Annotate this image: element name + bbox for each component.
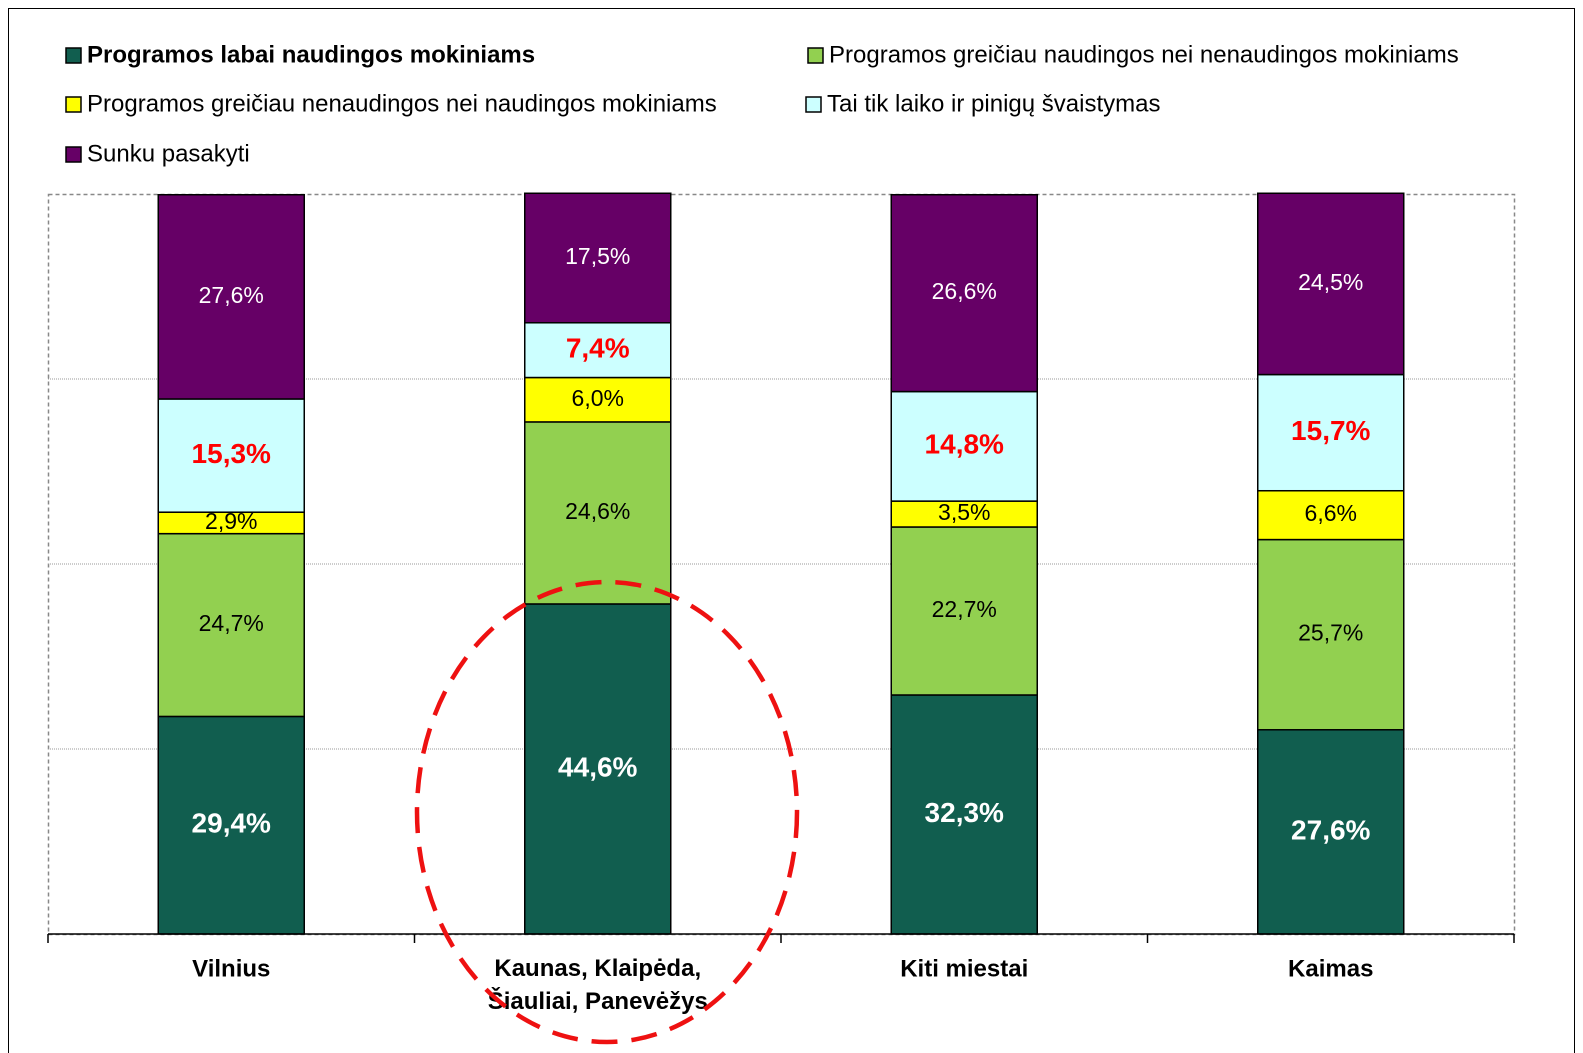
legend-swatch bbox=[65, 47, 82, 64]
value-label: 15,7% bbox=[1291, 415, 1370, 446]
x-tick-label-line: Šiauliai, Panevėžys bbox=[488, 987, 708, 1015]
value-label: 14,8% bbox=[925, 429, 1004, 460]
value-label: 25,7% bbox=[1298, 620, 1363, 646]
bar-segment bbox=[157, 532, 305, 718]
legend-swatch bbox=[65, 146, 82, 163]
bar-segment bbox=[524, 603, 672, 935]
x-tick-label: Kiti miestai bbox=[900, 955, 1028, 982]
legend-swatch bbox=[65, 96, 82, 113]
legend-swatch bbox=[807, 47, 824, 64]
value-label: 7,4% bbox=[566, 333, 630, 364]
value-label: 27,6% bbox=[199, 282, 264, 308]
chart-frame bbox=[8, 8, 1575, 1053]
value-label: 24,7% bbox=[199, 610, 264, 636]
bar-segment bbox=[157, 715, 305, 935]
legend-label: Sunku pasakyti bbox=[87, 140, 250, 167]
value-label: 17,5% bbox=[565, 243, 630, 269]
value-label: 6,6% bbox=[1305, 500, 1357, 526]
bar-segment bbox=[1257, 489, 1405, 541]
value-label: 27,6% bbox=[1291, 814, 1370, 845]
legend-swatch bbox=[805, 96, 822, 113]
bar-segment bbox=[157, 193, 305, 400]
value-label: 29,4% bbox=[192, 808, 271, 839]
bar-segment bbox=[890, 694, 1038, 935]
bar-segment bbox=[890, 193, 1038, 393]
bars: 29,4%24,7%2,9%15,3%27,6%44,6%24,6%6,0%7,… bbox=[157, 192, 1405, 935]
bar-segment bbox=[524, 192, 672, 324]
x-tick-label: Kaimas bbox=[1288, 955, 1373, 982]
x-tick-label: Vilnius bbox=[192, 955, 270, 982]
value-label: 24,6% bbox=[565, 498, 630, 524]
x-tick-label-line: Kaunas, Klaipėda, bbox=[494, 955, 701, 982]
legend-label: Programos greičiau naudingos nei nenaudi… bbox=[829, 41, 1459, 68]
bar-segment bbox=[524, 421, 672, 605]
bar-segment bbox=[1257, 192, 1405, 376]
value-label: 3,5% bbox=[938, 499, 990, 525]
x-tick-label: Kaunas, Klaipėda, Šiauliai, Panevėžys bbox=[488, 955, 708, 1015]
value-label: 6,0% bbox=[572, 385, 624, 411]
legend-label: Programos greičiau nenaudingos nei naudi… bbox=[87, 90, 717, 117]
legend-label: Programos labai naudingos mokiniams bbox=[87, 41, 535, 68]
highlight-ellipse bbox=[414, 579, 800, 1045]
bar-segment bbox=[1257, 373, 1405, 492]
value-label: 22,7% bbox=[932, 596, 997, 622]
bar-segment bbox=[157, 398, 305, 513]
legend-label: Tai tik laiko ir pinigų švaistymas bbox=[827, 90, 1160, 117]
value-label: 15,3% bbox=[192, 438, 271, 469]
value-label: 26,6% bbox=[932, 278, 997, 304]
bar-segment bbox=[890, 390, 1038, 502]
bar-segment bbox=[890, 500, 1038, 528]
bar-segment bbox=[890, 526, 1038, 696]
bar-segment bbox=[1257, 729, 1405, 935]
x-axis: Vilnius Kaunas, Klaipėda, Šiauliai, Panevė… bbox=[47, 933, 1515, 1015]
legend: Programos labai naudingos mokiniams Progr… bbox=[65, 41, 1459, 167]
value-label: 44,6% bbox=[558, 751, 637, 782]
value-label: 32,3% bbox=[925, 797, 1004, 828]
value-label: 24,5% bbox=[1298, 269, 1363, 295]
